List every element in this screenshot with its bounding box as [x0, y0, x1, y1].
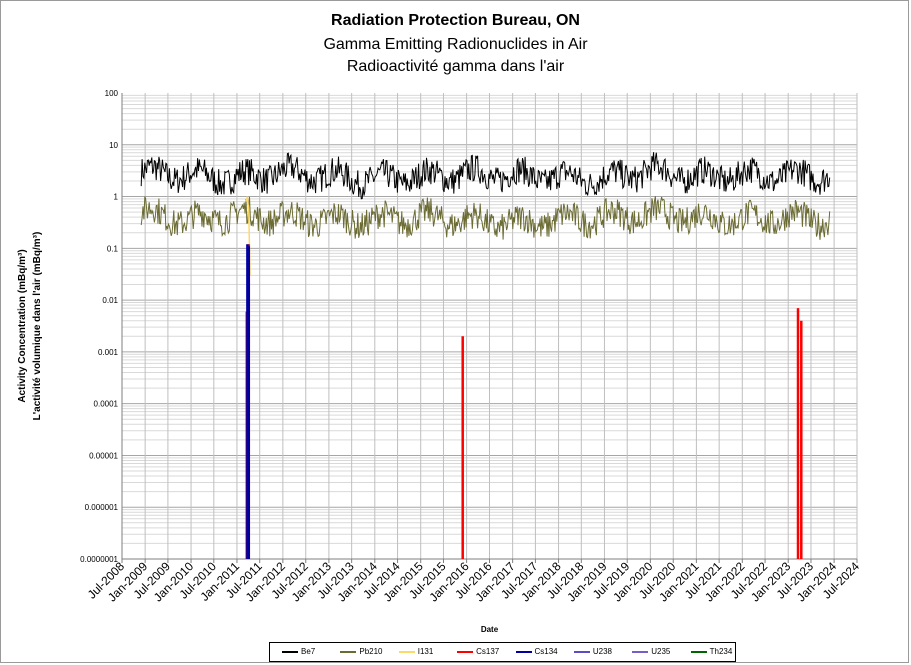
y-tick-label: 0.0000001 [80, 555, 118, 564]
legend-item: Th234 [690, 646, 733, 660]
y-tick-label: 0.001 [98, 348, 119, 357]
legend-label: Cs134 [534, 647, 558, 656]
chart-subtitle-fr: Radioactivité gamma dans l'air [346, 58, 565, 75]
legend-label: I131 [417, 647, 434, 656]
legend: Be7 Pb210 I131 Cs137 Cs134 U238 U235 Th234 [269, 642, 736, 662]
legend-item: Cs134 [515, 646, 558, 660]
y-tick-label: 0.000001 [85, 503, 119, 512]
y-tick-label: 0.1 [107, 244, 119, 253]
y-axis-title: Activity Concentration (mBq/m³) [17, 249, 28, 402]
y-axis-title-fr: L'activité volumique dans l'air (mBq/m³) [32, 232, 43, 421]
legend-swatch [398, 650, 415, 653]
y-tick-label: 0.00001 [89, 451, 118, 460]
legend-item: U235 [632, 646, 670, 660]
legend-swatch [515, 650, 532, 653]
series-be7-line [140, 152, 831, 200]
series-pb210-line [140, 196, 831, 240]
legend-item: U238 [573, 646, 612, 660]
legend-swatch [573, 650, 590, 653]
y-tick-label: 0.01 [102, 296, 118, 305]
legend-item: Cs137 [457, 646, 499, 660]
legend-label: Th234 [709, 647, 733, 656]
chart-title: Radiation Protection Bureau, ON [331, 12, 580, 29]
series-i131-line [245, 196, 251, 276]
grid [121, 93, 858, 560]
legend-swatch [632, 650, 649, 653]
legend-swatch [457, 650, 474, 653]
series-group [140, 152, 831, 559]
legend-item: Be7 [282, 646, 315, 660]
legend-label: Be7 [301, 647, 316, 656]
legend-swatch [340, 650, 357, 653]
legend-swatch [282, 650, 298, 653]
legend-item: I131 [398, 646, 434, 660]
legend-label: Cs137 [476, 647, 500, 656]
legend-label: U238 [592, 647, 612, 656]
legend-label: U235 [651, 647, 671, 656]
legend-label: Pb210 [359, 647, 383, 656]
y-tick-label: 0.0001 [94, 400, 119, 409]
y-tick-label: 1 [114, 193, 119, 202]
chart-subtitle: Gamma Emitting Radionuclides in Air [323, 36, 588, 53]
legend-item: Pb210 [340, 646, 383, 660]
x-axis-title: Date [481, 625, 499, 634]
legend-swatch [690, 650, 707, 653]
y-tick-label: 100 [105, 89, 119, 98]
y-tick-label: 10 [109, 141, 118, 150]
